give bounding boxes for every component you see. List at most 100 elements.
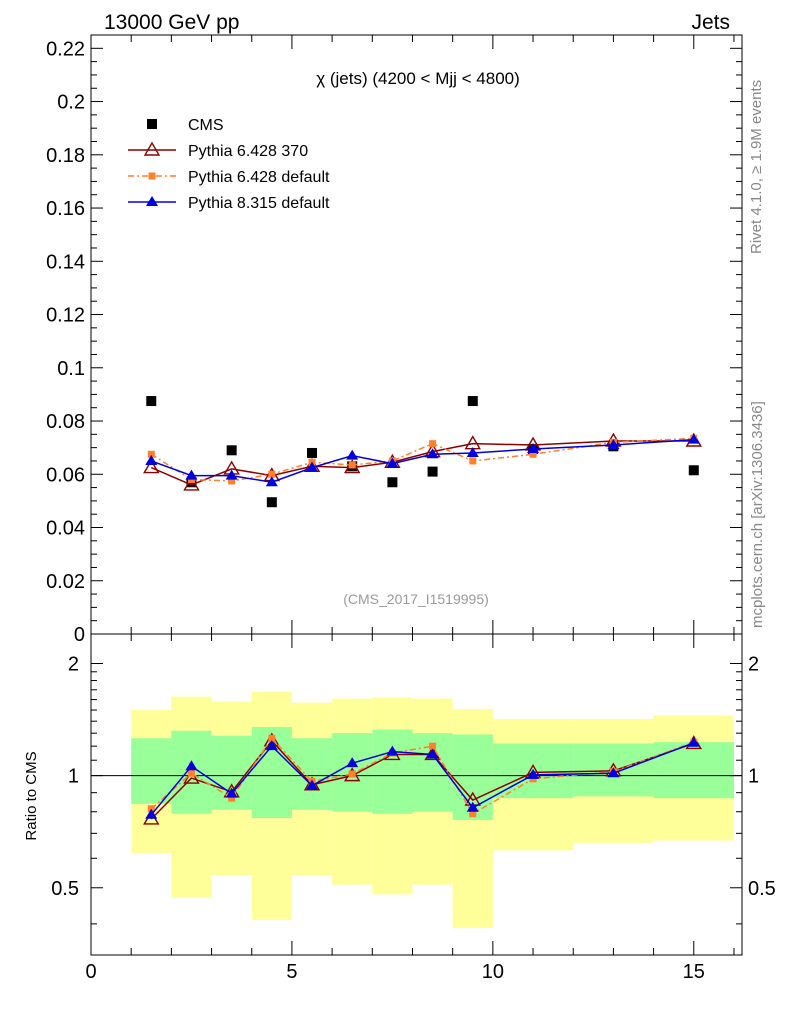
data-point xyxy=(387,477,398,488)
data-point xyxy=(427,466,438,477)
y-tick-label: 0.22 xyxy=(46,38,85,60)
data-point xyxy=(306,461,319,472)
ratio-point xyxy=(147,805,155,813)
data-point xyxy=(467,396,478,407)
analysis-label: (CMS_2017_I1519995) xyxy=(343,591,489,607)
main-y-ticks: 0 0.02 0.04 0.06 0.08 0.1 0.12 0.14 0.16 0.18 0.2 0… xyxy=(46,34,742,646)
data-point xyxy=(268,470,276,478)
legend: CMS Pythia 6.428 370 Pythia 6.428 default P… xyxy=(128,117,330,212)
data-point xyxy=(386,457,399,468)
legend-marker xyxy=(143,141,161,156)
ratio-point xyxy=(466,801,479,812)
legend-item: Pythia 6.428 370 xyxy=(128,141,308,160)
ratio-tick-label-left: 0.5 xyxy=(51,878,79,900)
band-inner xyxy=(131,738,172,804)
data-point xyxy=(228,477,236,485)
ratio-point xyxy=(469,810,477,818)
data-point xyxy=(429,440,437,448)
ratio-point xyxy=(185,760,198,771)
data-point xyxy=(529,450,537,458)
legend-item: Pythia 8.315 default xyxy=(128,195,330,212)
y-tick-label: 0 xyxy=(74,624,85,646)
y-tick-label: 0.14 xyxy=(46,251,85,273)
ratio-point xyxy=(529,775,537,783)
legend-marker xyxy=(146,196,158,206)
ratio-point xyxy=(306,779,319,790)
ratio-point xyxy=(346,757,359,768)
ratio-tick-label-right: 2 xyxy=(748,653,759,675)
data-point xyxy=(346,449,359,460)
chart-title: χ (jets) (4200 < Mjj < 4800) xyxy=(316,69,520,88)
y-tick-label: 0.08 xyxy=(46,411,85,433)
x-tick-label: 5 xyxy=(286,961,297,983)
legend-marker xyxy=(148,172,156,180)
y-tick-label: 0.06 xyxy=(46,464,85,486)
x-tick-label: 10 xyxy=(482,961,504,983)
data-point xyxy=(146,396,157,407)
x-tick-label: 0 xyxy=(85,961,96,983)
data-point xyxy=(607,438,620,449)
data-point xyxy=(226,445,237,456)
site-label: mcplots.cern.ch [arXiv:1306.3436] xyxy=(749,401,766,628)
legend-label: Pythia 8.315 default xyxy=(188,195,330,212)
y-tick-label: 0.1 xyxy=(57,358,85,380)
series-cms xyxy=(146,396,699,508)
band-inner xyxy=(291,738,333,810)
ratio-point xyxy=(183,769,200,784)
y-tick-label: 0.02 xyxy=(46,571,85,593)
ratio-tick-label-right: 0.5 xyxy=(748,878,776,900)
legend-item: CMS xyxy=(147,117,224,134)
band-inner xyxy=(653,742,734,799)
ratio-point xyxy=(225,787,238,798)
data-point xyxy=(143,459,160,474)
main-plot-panel: 0 0.02 0.04 0.06 0.08 0.1 0.12 0.14 0.16 0.18 0.2 0… xyxy=(46,34,743,646)
y-tick-label: 0.12 xyxy=(46,305,85,327)
data-point xyxy=(147,450,155,458)
ratio-point xyxy=(527,768,540,779)
series-pythia-8-315-default xyxy=(145,433,700,487)
rivet-label: Rivet 4.1.0, ≥ 1.9M events xyxy=(748,80,765,254)
ratio-ticks: 0.5 0.5 1 1 2 2 xyxy=(51,653,776,925)
data-point xyxy=(466,446,479,457)
energy-label: 13000 GeV pp xyxy=(104,11,239,34)
y-tick-label: 0.16 xyxy=(46,198,85,220)
series-line xyxy=(150,437,694,482)
data-point xyxy=(527,442,540,453)
data-point xyxy=(307,447,318,458)
legend-marker xyxy=(147,119,157,129)
y-tick-label: 0.18 xyxy=(46,145,85,167)
data-point xyxy=(265,476,278,487)
legend-label: CMS xyxy=(188,117,224,134)
ratio-point xyxy=(386,745,399,756)
ratio-line xyxy=(150,737,695,815)
y-tick-label: 0.2 xyxy=(57,92,85,114)
series-line xyxy=(151,438,694,484)
ratio-uncertainty-bands xyxy=(131,691,734,928)
ratio-point xyxy=(228,794,236,802)
process-label: Jets xyxy=(691,11,730,34)
ratio-point xyxy=(187,769,195,777)
ratio-point xyxy=(607,767,620,778)
ratio-point xyxy=(426,748,439,759)
data-point xyxy=(266,497,277,508)
ratio-y-label: Ratio to CMS xyxy=(23,751,40,840)
data-point xyxy=(469,457,477,465)
data-point xyxy=(185,469,198,480)
data-point xyxy=(688,465,699,476)
ratio-point xyxy=(348,770,356,778)
x-axis-ticks: 0 5 10 15 xyxy=(85,35,735,983)
ratio-tick-label-left: 1 xyxy=(68,766,79,788)
series-line xyxy=(150,440,694,486)
main-series-group xyxy=(143,396,702,508)
ratio-point xyxy=(265,740,278,751)
ratio-series-group xyxy=(143,732,702,825)
ratio-point xyxy=(429,742,437,750)
data-point xyxy=(145,454,158,465)
data-point xyxy=(348,461,356,469)
data-point xyxy=(464,435,481,450)
data-point xyxy=(426,448,439,459)
ratio-line xyxy=(150,742,695,816)
y-tick-label: 0.04 xyxy=(46,518,85,540)
data-point xyxy=(687,433,700,444)
